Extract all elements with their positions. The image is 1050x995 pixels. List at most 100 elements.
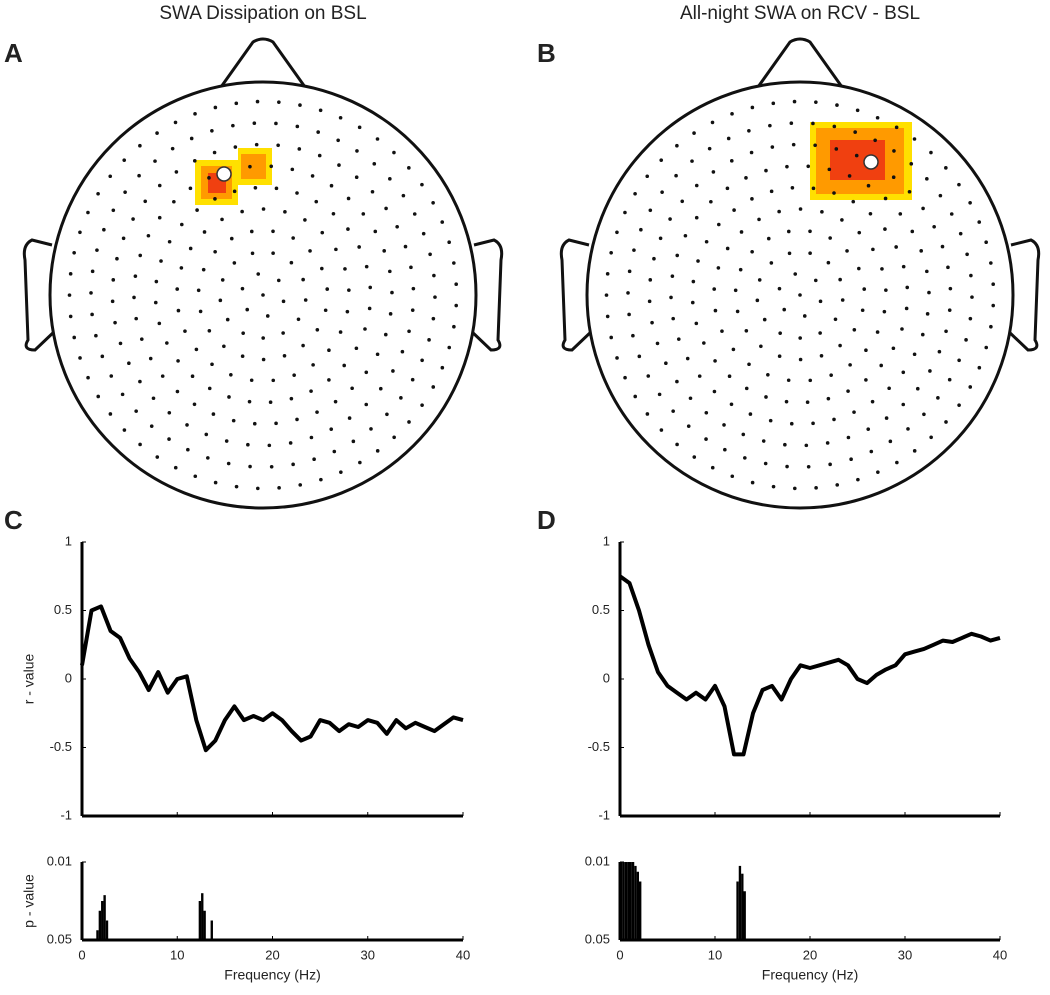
r-value-line (80, 604, 464, 753)
electrode (835, 103, 839, 107)
electrode (604, 293, 609, 297)
electrode (768, 123, 772, 128)
p-value-bar (629, 862, 632, 940)
electrode (210, 362, 214, 367)
electrode (194, 347, 199, 352)
electrode (118, 341, 123, 346)
electrode (777, 354, 782, 358)
electrode (892, 149, 896, 153)
electrode (240, 286, 245, 291)
electrode (283, 210, 287, 214)
electrode (329, 183, 334, 188)
electrode (213, 249, 217, 254)
electrode (832, 191, 836, 195)
electrode (905, 285, 910, 290)
electrode (862, 287, 867, 291)
electrode (175, 389, 180, 394)
electrode (759, 344, 763, 349)
electrode (291, 462, 295, 467)
electrode (748, 412, 753, 416)
electrode (367, 306, 372, 311)
electrode (428, 252, 432, 257)
electrode (729, 159, 734, 163)
electrode (637, 354, 642, 359)
electrode (856, 477, 860, 482)
electrode (675, 379, 679, 384)
electrode (231, 123, 235, 128)
electrode (154, 279, 159, 284)
electrode (957, 403, 961, 407)
electrode (167, 437, 171, 441)
electrode (123, 190, 127, 194)
electrode (227, 395, 231, 399)
electrode (655, 341, 660, 346)
electrode (357, 245, 361, 249)
electrode (894, 245, 898, 249)
electrode (669, 295, 673, 300)
electrode (750, 197, 754, 201)
electrode (840, 298, 845, 302)
electrode (255, 486, 260, 491)
electrode (732, 208, 736, 212)
electrode (782, 307, 787, 312)
electrode (860, 308, 865, 313)
electrode (315, 410, 319, 414)
electrode (838, 343, 842, 348)
electrode (808, 378, 813, 383)
electrode (399, 396, 403, 400)
electrode (891, 346, 896, 351)
x-tick-label: 30 (361, 947, 375, 962)
electrode (744, 176, 748, 180)
electrode (327, 378, 331, 382)
electrode (675, 143, 679, 148)
electrode (692, 131, 696, 135)
electrode (832, 417, 836, 422)
electrode (233, 145, 238, 149)
electrode (791, 142, 796, 147)
left-ear (559, 238, 595, 352)
electrode (210, 128, 214, 133)
x-tick-label: 40 (993, 947, 1007, 962)
electrode (879, 363, 884, 368)
electrode (131, 217, 135, 221)
electrode (420, 182, 424, 187)
electrode (347, 288, 351, 292)
electrode (925, 177, 929, 181)
electrode (875, 115, 880, 120)
electrode (790, 185, 795, 190)
electrode (189, 136, 194, 141)
electrode (345, 309, 350, 314)
electrode (391, 369, 395, 373)
electrode (922, 412, 926, 417)
electrode (407, 329, 411, 334)
electrode (271, 378, 276, 383)
electrode (274, 186, 279, 191)
electrode (314, 199, 319, 204)
electrode (802, 314, 807, 318)
y-tick-label: 0.5 (54, 602, 72, 617)
electrode (883, 196, 888, 201)
electrode (833, 317, 838, 322)
electrode (704, 437, 708, 441)
electrode (814, 100, 818, 104)
electrode (849, 457, 853, 462)
electrode (137, 173, 141, 178)
electrode (968, 316, 973, 321)
electrode (253, 185, 258, 190)
electrode (411, 286, 416, 291)
electrode (891, 175, 896, 180)
p-value-bar (627, 862, 630, 940)
r-value-line (618, 574, 1001, 757)
electrode (697, 374, 702, 378)
electrode (818, 331, 822, 335)
panel-title: SWA Dissipation on BSL (159, 3, 366, 24)
electrode (633, 394, 638, 399)
p-value-bar (103, 895, 106, 940)
electrode (727, 374, 732, 379)
electrode (750, 105, 755, 110)
electrode (138, 253, 143, 258)
p-value-bar (105, 920, 109, 940)
electrode (786, 229, 791, 234)
electrode (110, 299, 115, 304)
electrode (871, 247, 875, 252)
